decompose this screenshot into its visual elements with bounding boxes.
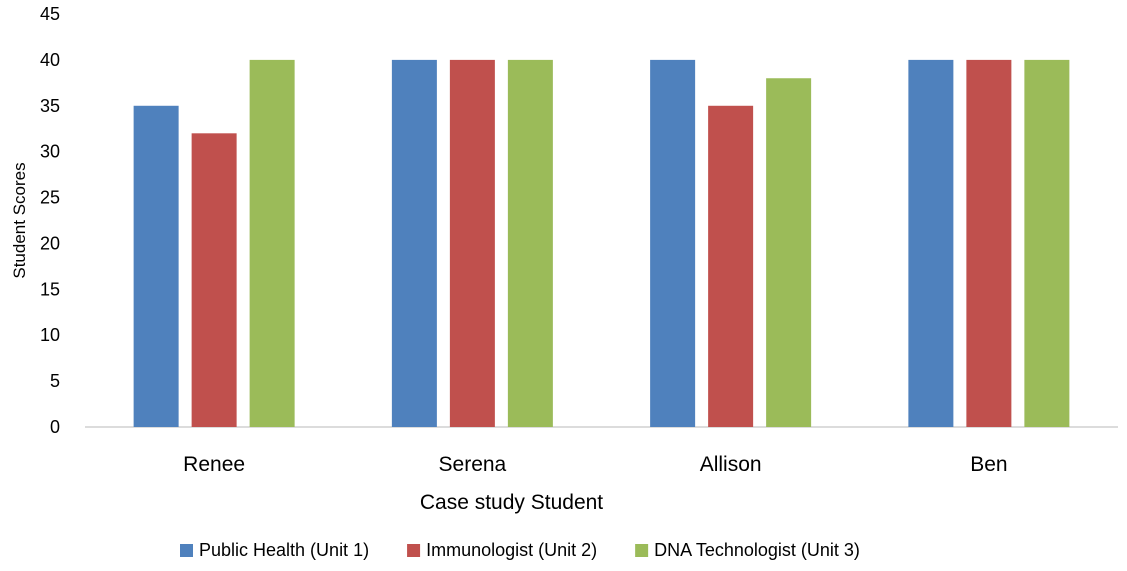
legend: Public Health (Unit 1) Immunologist (Unit… (180, 540, 860, 560)
y-tick-label: 25 (40, 188, 60, 208)
bar (708, 105, 754, 428)
x-tick-label: Allison (700, 453, 762, 476)
bar (133, 105, 179, 428)
legend-label: DNA Technologist (Unit 3) (654, 540, 860, 560)
legend-label: Immunologist (Unit 2) (426, 540, 597, 560)
y-tick-label: 20 (40, 233, 60, 253)
legend-swatch (180, 544, 193, 557)
x-tick-label: Serena (439, 453, 507, 476)
bar (249, 59, 295, 428)
x-axis-tick-labels: Renee Serena Allison Ben (183, 453, 1007, 476)
x-tick-label: Ben (970, 453, 1007, 476)
y-tick-label: 45 (40, 4, 60, 24)
y-tick-label: 0 (50, 417, 60, 437)
legend-swatch (635, 544, 649, 557)
bars (133, 59, 1070, 428)
y-axis-title: Student Scores (10, 162, 29, 278)
bar (650, 59, 696, 428)
y-tick-label: 40 (40, 50, 60, 70)
y-tick-label: 5 (50, 371, 60, 391)
y-tick-label: 30 (40, 142, 60, 162)
bar (191, 133, 237, 428)
legend-swatch (407, 544, 421, 557)
bar (966, 59, 1012, 428)
y-tick-label: 15 (40, 279, 60, 299)
bar (766, 78, 812, 427)
bar (507, 59, 553, 428)
legend-label: Public Health (Unit 1) (199, 540, 369, 560)
bar (1024, 59, 1070, 428)
bar (908, 59, 954, 428)
y-axis-ticks: 0 5 10 15 20 25 30 35 40 45 (40, 4, 60, 437)
bar (391, 59, 437, 428)
y-tick-label: 35 (40, 96, 60, 116)
y-tick-label: 10 (40, 325, 60, 345)
x-axis-title: Case study Student (420, 491, 603, 514)
x-tick-label: Renee (183, 453, 245, 476)
bar (449, 59, 495, 428)
